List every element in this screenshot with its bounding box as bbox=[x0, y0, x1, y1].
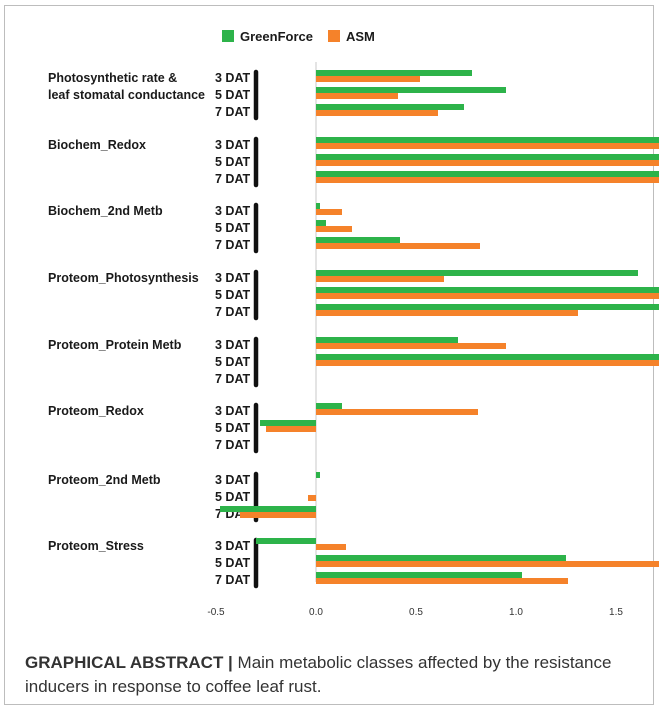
bar-greenforce bbox=[316, 171, 659, 177]
bar-greenforce bbox=[260, 420, 316, 426]
bar-greenforce bbox=[316, 354, 659, 360]
dat-label: 3 DAT bbox=[215, 138, 251, 152]
dat-label: 5 DAT bbox=[215, 421, 251, 435]
bar-asm bbox=[316, 177, 659, 183]
bar-asm bbox=[308, 495, 316, 501]
bar-asm bbox=[266, 426, 316, 432]
caption-lead: GRAPHICAL ABSTRACT | bbox=[25, 653, 233, 672]
bar-asm bbox=[316, 343, 506, 349]
grouped-bar-chart: GreenForce ASM Photosynthetic rate & leaf s… bbox=[48, 29, 659, 618]
bar-greenforce bbox=[316, 220, 326, 226]
bar-asm bbox=[316, 409, 478, 415]
bar-asm bbox=[316, 293, 659, 299]
bar-greenforce bbox=[316, 137, 659, 143]
bar-greenforce bbox=[316, 572, 522, 578]
x-tick-label: 0.0 bbox=[309, 607, 323, 618]
dat-label: 5 DAT bbox=[215, 88, 251, 102]
bar-greenforce bbox=[316, 70, 472, 76]
bar-greenforce bbox=[316, 203, 320, 209]
bar-asm bbox=[316, 276, 444, 282]
bar-asm bbox=[316, 143, 659, 149]
dat-label: 3 DAT bbox=[215, 404, 251, 418]
x-tick-label: 1.5 bbox=[609, 607, 623, 618]
bar-greenforce bbox=[316, 287, 659, 293]
bar-greenforce bbox=[316, 337, 458, 343]
dat-label: 5 DAT bbox=[215, 556, 251, 570]
bar-greenforce bbox=[316, 154, 659, 160]
bar-greenforce bbox=[256, 538, 316, 544]
bar-asm bbox=[316, 544, 346, 550]
bar-asm bbox=[316, 578, 568, 584]
bar-asm bbox=[316, 310, 578, 316]
group-label: leaf stomatal conductance bbox=[48, 88, 205, 102]
dat-label: 5 DAT bbox=[215, 221, 251, 235]
bar-greenforce bbox=[316, 472, 320, 478]
bar-greenforce bbox=[316, 270, 638, 276]
dat-label: 3 DAT bbox=[215, 204, 251, 218]
group-label: Photosynthetic rate & bbox=[48, 71, 177, 85]
dat-label: 3 DAT bbox=[215, 271, 251, 285]
legend-label-greenforce: GreenForce bbox=[240, 29, 313, 44]
dat-label: 7 DAT bbox=[215, 305, 251, 319]
dat-label: 3 DAT bbox=[215, 473, 251, 487]
dat-label: 3 DAT bbox=[215, 71, 251, 85]
dat-label: 5 DAT bbox=[215, 355, 251, 369]
dat-label: 3 DAT bbox=[215, 539, 251, 553]
group-label: Proteom_Stress bbox=[48, 539, 144, 553]
legend-swatch-asm bbox=[328, 30, 340, 42]
group-label: Proteom_Protein Metb bbox=[48, 338, 182, 352]
group-label: Proteom_Redox bbox=[48, 404, 144, 418]
dat-label: 7 DAT bbox=[215, 372, 251, 386]
figure-caption: GRAPHICAL ABSTRACT | Main metabolic clas… bbox=[25, 651, 635, 699]
bar-asm bbox=[316, 243, 480, 249]
dat-label: 5 DAT bbox=[215, 288, 251, 302]
group-label: Biochem_Redox bbox=[48, 138, 146, 152]
caption-text: Main metabolic classes affected by the r… bbox=[25, 653, 612, 696]
legend-swatch-greenforce bbox=[222, 30, 234, 42]
bar-greenforce bbox=[316, 87, 506, 93]
x-tick-label: 0.5 bbox=[409, 607, 423, 618]
dat-label: 5 DAT bbox=[215, 490, 251, 504]
bar-asm bbox=[316, 360, 659, 366]
legend-label-asm: ASM bbox=[346, 29, 375, 44]
group-label: Proteom_Photosynthesis bbox=[48, 271, 199, 285]
bar-asm bbox=[316, 160, 659, 166]
bar-asm bbox=[316, 561, 659, 567]
dat-label: 7 DAT bbox=[215, 105, 251, 119]
dat-label: 5 DAT bbox=[215, 155, 251, 169]
bar-greenforce bbox=[316, 237, 400, 243]
group-label: Biochem_2nd Metb bbox=[48, 204, 163, 218]
dat-label: 7 DAT bbox=[215, 172, 251, 186]
dat-label: 3 DAT bbox=[215, 338, 251, 352]
group-label: Proteom_2nd Metb bbox=[48, 473, 161, 487]
bar-greenforce bbox=[220, 506, 316, 512]
bar-greenforce bbox=[316, 104, 464, 110]
bar-asm bbox=[316, 76, 420, 82]
bar-asm bbox=[240, 512, 316, 518]
dat-label: 7 DAT bbox=[215, 573, 251, 587]
bar-greenforce bbox=[316, 403, 342, 409]
bar-greenforce bbox=[316, 555, 566, 561]
dat-label: 7 DAT bbox=[215, 438, 251, 452]
x-tick-label: -0.5 bbox=[207, 607, 225, 618]
dat-label: 7 DAT bbox=[215, 238, 251, 252]
bar-asm bbox=[316, 93, 398, 99]
bar-asm bbox=[316, 110, 438, 116]
bar-greenforce bbox=[316, 304, 659, 310]
bar-asm bbox=[316, 209, 342, 215]
bar-asm bbox=[316, 226, 352, 232]
x-tick-label: 1.0 bbox=[509, 607, 523, 618]
